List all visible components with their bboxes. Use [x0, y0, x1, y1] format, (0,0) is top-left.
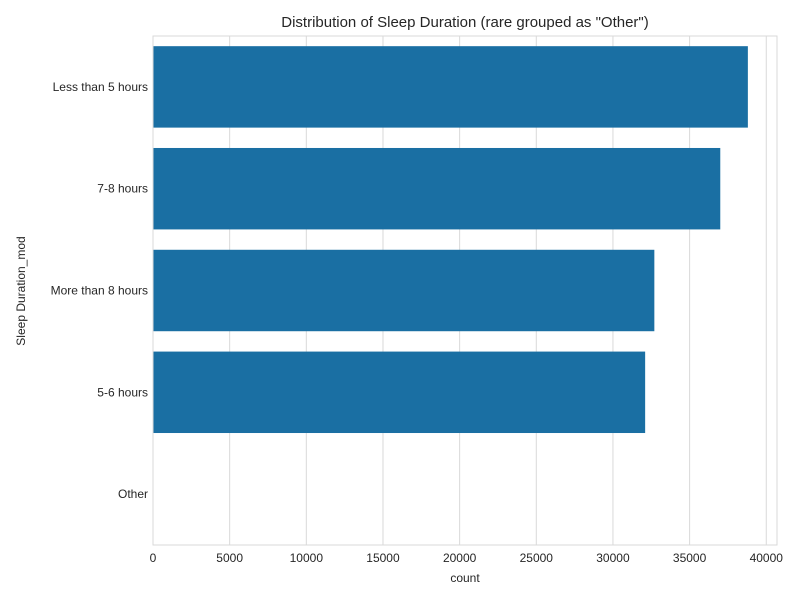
y-tick-label: 5-6 hours: [97, 385, 148, 399]
y-tick-label: More than 8 hours: [51, 284, 148, 298]
bar: [153, 351, 646, 434]
x-tick-label: 25000: [520, 551, 554, 565]
y-tick-label: 7-8 hours: [97, 182, 148, 196]
y-axis-label: Sleep Duration_mod: [14, 236, 28, 345]
y-tick-label: Other: [118, 487, 148, 501]
x-axis-label: count: [450, 571, 480, 585]
x-tick-label: 15000: [366, 551, 400, 565]
bar: [153, 147, 721, 230]
bar: [153, 46, 748, 128]
x-tick-label: 5000: [216, 551, 243, 565]
chart-title: Distribution of Sleep Duration (rare gro…: [281, 14, 649, 31]
x-tick-label: 0: [150, 551, 157, 565]
y-axis-ticks: Less than 5 hours 7-8 hours More than 8 ho…: [51, 80, 148, 501]
x-tick-label: 30000: [596, 551, 630, 565]
x-tick-label: 35000: [673, 551, 707, 565]
plot-frame: [152, 35, 778, 546]
x-tick-label: 20000: [443, 551, 477, 565]
x-tick-label: 40000: [750, 551, 784, 565]
x-axis-ticks: 0 5000 10000 15000 20000 25000 30000 35000 40000: [150, 551, 784, 565]
bars: [153, 46, 748, 434]
bar: [153, 249, 655, 332]
x-tick-label: 10000: [290, 551, 324, 565]
y-tick-label: Less than 5 hours: [53, 80, 148, 94]
